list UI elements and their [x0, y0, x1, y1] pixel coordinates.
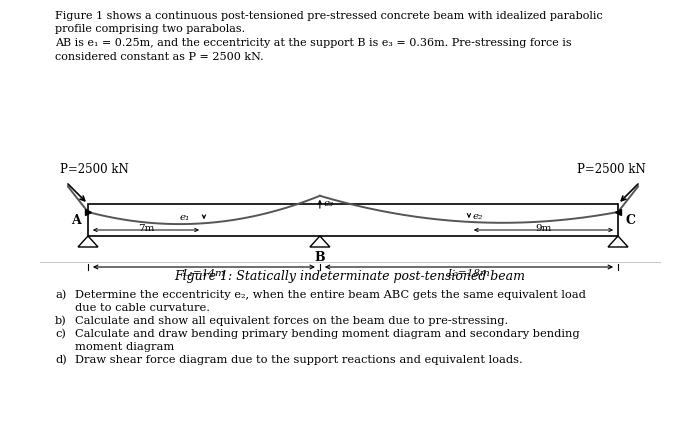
Text: e₁: e₁ — [180, 213, 190, 222]
Text: c): c) — [55, 329, 66, 339]
Text: Determine the eccentricity e₂, when the entire beam ABC gets the same equivalent: Determine the eccentricity e₂, when the … — [75, 290, 586, 300]
Text: due to cable curvature.: due to cable curvature. — [75, 303, 210, 313]
Text: P=2500 kN: P=2500 kN — [578, 163, 646, 176]
Text: 9m: 9m — [536, 224, 552, 233]
Text: A: A — [71, 213, 81, 226]
Text: moment diagram: moment diagram — [75, 342, 174, 352]
Text: e₃: e₃ — [324, 200, 334, 208]
Text: B: B — [314, 251, 326, 264]
Text: AB is e₁ = 0.25m, and the eccentricity at the support B is e₃ = 0.36m. Pre-stres: AB is e₁ = 0.25m, and the eccentricity a… — [55, 38, 572, 48]
Text: considered constant as P = 2500 kN.: considered constant as P = 2500 kN. — [55, 51, 264, 61]
Text: e₂: e₂ — [473, 213, 483, 222]
Text: Calculate and show all equivalent forces on the beam due to pre-stressing.: Calculate and show all equivalent forces… — [75, 316, 508, 326]
Text: L₁=14m: L₁=14m — [183, 269, 225, 278]
Bar — [88, 204, 618, 236]
Text: profile comprising two parabolas.: profile comprising two parabolas. — [55, 25, 245, 35]
Text: b): b) — [55, 316, 66, 326]
Text: L₂=18m: L₂=18m — [447, 269, 491, 278]
Text: d): d) — [55, 355, 66, 365]
Text: P=2500 kN: P=2500 kN — [60, 163, 129, 176]
Text: Figure 1 shows a continuous post-tensioned pre-stressed concrete beam with ideal: Figure 1 shows a continuous post-tension… — [55, 11, 603, 21]
Text: Figure 1: Statically indeterminate post-tensioned beam: Figure 1: Statically indeterminate post-… — [174, 270, 526, 283]
Text: C: C — [625, 213, 635, 226]
Text: Draw shear force diagram due to the support reactions and equivalent loads.: Draw shear force diagram due to the supp… — [75, 355, 523, 365]
Text: a): a) — [55, 290, 66, 300]
Text: Calculate and draw bending primary bending moment diagram and secondary bending: Calculate and draw bending primary bendi… — [75, 329, 580, 339]
Text: 7m: 7m — [138, 224, 154, 233]
